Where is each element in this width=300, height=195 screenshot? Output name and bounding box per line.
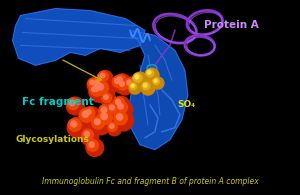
Circle shape	[100, 73, 105, 78]
Polygon shape	[13, 9, 145, 65]
Circle shape	[93, 85, 99, 91]
Circle shape	[94, 81, 108, 95]
Circle shape	[143, 83, 147, 87]
Text: Immunoglobulin Fc and fragment B of protein A complex: Immunoglobulin Fc and fragment B of prot…	[42, 177, 258, 186]
Circle shape	[89, 84, 105, 100]
Circle shape	[127, 80, 132, 85]
Circle shape	[124, 77, 140, 94]
Circle shape	[125, 78, 136, 89]
Circle shape	[110, 105, 114, 110]
Circle shape	[107, 102, 123, 119]
Circle shape	[88, 78, 98, 88]
Circle shape	[112, 75, 129, 93]
Circle shape	[92, 87, 97, 91]
Circle shape	[98, 71, 108, 81]
Circle shape	[117, 79, 128, 90]
Circle shape	[70, 100, 75, 105]
Circle shape	[104, 95, 108, 99]
Circle shape	[145, 68, 159, 82]
Circle shape	[129, 82, 141, 94]
Circle shape	[131, 84, 134, 87]
Circle shape	[84, 107, 95, 118]
Circle shape	[115, 75, 126, 85]
Circle shape	[84, 131, 89, 136]
Circle shape	[90, 85, 100, 95]
Circle shape	[89, 142, 94, 147]
Circle shape	[67, 98, 79, 110]
Circle shape	[98, 110, 112, 124]
Circle shape	[119, 81, 124, 86]
Circle shape	[130, 83, 136, 90]
Circle shape	[71, 121, 77, 127]
Circle shape	[115, 78, 120, 83]
Circle shape	[113, 97, 124, 108]
Circle shape	[107, 121, 122, 136]
Circle shape	[66, 97, 84, 115]
Circle shape	[92, 78, 104, 90]
Circle shape	[93, 80, 115, 101]
Circle shape	[142, 82, 150, 90]
Circle shape	[83, 107, 100, 123]
Polygon shape	[128, 30, 188, 150]
Circle shape	[81, 128, 99, 146]
Circle shape	[141, 81, 155, 95]
Circle shape	[67, 118, 87, 137]
Circle shape	[148, 71, 151, 74]
Circle shape	[68, 119, 81, 131]
Circle shape	[90, 83, 104, 96]
Circle shape	[101, 107, 107, 113]
Circle shape	[87, 140, 98, 151]
Text: Protein A: Protein A	[204, 20, 259, 30]
Circle shape	[82, 111, 89, 117]
Circle shape	[86, 139, 104, 156]
Circle shape	[94, 119, 100, 125]
Circle shape	[99, 105, 111, 117]
Circle shape	[80, 108, 94, 122]
Circle shape	[87, 78, 102, 93]
Circle shape	[108, 122, 117, 131]
Circle shape	[98, 71, 113, 86]
Circle shape	[117, 77, 122, 82]
Circle shape	[86, 109, 91, 114]
Text: SO₄: SO₄	[177, 100, 195, 109]
Circle shape	[115, 74, 131, 90]
Circle shape	[98, 104, 117, 122]
Circle shape	[116, 101, 128, 113]
Circle shape	[89, 82, 110, 102]
Circle shape	[101, 92, 116, 107]
Circle shape	[154, 79, 157, 82]
Circle shape	[82, 129, 93, 141]
Circle shape	[97, 84, 103, 90]
Circle shape	[113, 110, 134, 131]
Circle shape	[112, 76, 124, 87]
Circle shape	[91, 115, 110, 135]
Circle shape	[110, 124, 114, 128]
Text: Glycosylations: Glycosylations	[16, 135, 89, 144]
Circle shape	[114, 111, 128, 125]
Circle shape	[79, 107, 100, 129]
Circle shape	[152, 77, 164, 89]
Circle shape	[116, 114, 123, 120]
Circle shape	[132, 72, 148, 88]
Circle shape	[92, 116, 105, 129]
Circle shape	[117, 78, 133, 95]
Circle shape	[101, 113, 107, 120]
Circle shape	[118, 104, 123, 109]
Circle shape	[102, 93, 112, 103]
Circle shape	[107, 103, 118, 114]
Circle shape	[115, 100, 133, 119]
Circle shape	[146, 69, 154, 77]
Circle shape	[135, 75, 139, 79]
Circle shape	[153, 78, 160, 85]
Circle shape	[116, 99, 121, 105]
Circle shape	[91, 77, 110, 96]
Circle shape	[112, 96, 130, 113]
Circle shape	[133, 73, 142, 82]
Circle shape	[90, 80, 94, 85]
Circle shape	[94, 80, 100, 86]
Circle shape	[97, 109, 119, 131]
Text: Fc fragment: Fc fragment	[22, 97, 93, 107]
